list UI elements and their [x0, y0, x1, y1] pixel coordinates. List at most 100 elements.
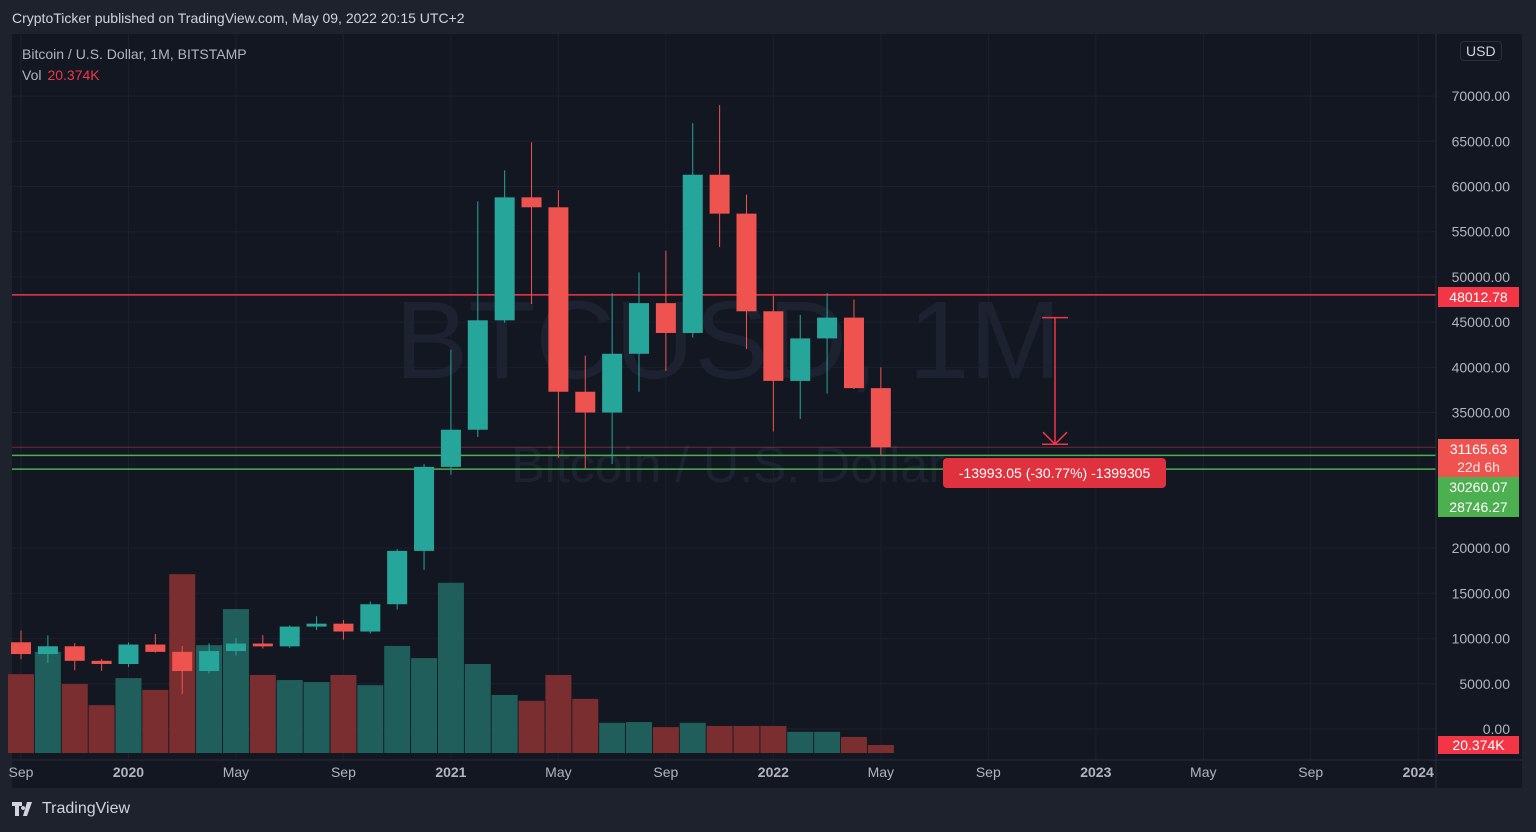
- candle-body: [252, 643, 273, 647]
- time-tick: 2022: [758, 764, 789, 780]
- time-tick: Sep: [1298, 764, 1323, 780]
- support-price-1: 30260.07: [1449, 479, 1508, 495]
- volume-bar: [599, 722, 626, 753]
- bar-countdown: 22d 6h: [1457, 459, 1500, 475]
- time-tick: Sep: [331, 764, 356, 780]
- price-tick: 5000.00: [1459, 676, 1510, 692]
- volume-bar: [464, 663, 491, 753]
- candle-body: [682, 174, 703, 333]
- candle-body: [655, 303, 676, 333]
- candle-body: [37, 646, 58, 655]
- candle-body: [467, 320, 488, 430]
- candle-body: [279, 626, 300, 647]
- candle-body: [817, 317, 838, 339]
- price-tick: 40000.00: [1452, 359, 1511, 375]
- candle-body: [548, 207, 569, 392]
- candle-body: [387, 550, 408, 605]
- volume-bar: [867, 745, 894, 753]
- candle-body: [494, 197, 515, 321]
- candle-body: [145, 644, 166, 652]
- price-tick: 10000.00: [1452, 631, 1511, 647]
- volume-bar: [437, 582, 464, 753]
- volume-bar: [142, 689, 169, 753]
- measure-label: -13993.05 (-30.77%) -1399305: [943, 458, 1166, 488]
- volume-bar: [545, 674, 572, 753]
- candle-body: [736, 213, 757, 312]
- time-tick: May: [223, 764, 249, 780]
- candle-body: [763, 311, 784, 381]
- candle-body: [11, 642, 31, 655]
- candle-body: [306, 623, 327, 627]
- footer-brand[interactable]: TradingView: [42, 800, 131, 817]
- candle-body: [709, 174, 730, 214]
- volume-bar: [787, 731, 814, 753]
- measure-arrow: [1042, 316, 1068, 446]
- candle-body: [118, 644, 139, 664]
- candle-body: [843, 317, 864, 389]
- volume-bar: [626, 722, 653, 753]
- candle-body: [870, 388, 891, 448]
- time-tick: May: [868, 764, 894, 780]
- price-tick: 20000.00: [1452, 540, 1511, 556]
- horizontal-lines: [12, 294, 1436, 470]
- candles: [11, 105, 891, 695]
- time-tick: 2021: [435, 764, 466, 780]
- last-price: 31165.63: [1449, 441, 1508, 457]
- currency-button[interactable]: USD: [1460, 41, 1502, 61]
- volume-bar: [357, 685, 384, 753]
- resistance-price-label: 48012.78: [1438, 287, 1519, 307]
- time-tick: 2023: [1080, 764, 1111, 780]
- time-axis[interactable]: Sep 2020 May Sep 2021 May Sep 2022 May Sep 2023 May…: [9, 764, 1434, 780]
- volume-bar: [249, 674, 276, 753]
- candle-body: [225, 643, 246, 652]
- volume-bar: [34, 651, 61, 753]
- candle-body: [521, 197, 542, 208]
- candle-body: [360, 604, 381, 632]
- volume-bar: [814, 731, 841, 753]
- volume-bar: [760, 725, 787, 753]
- time-tick: Sep: [9, 764, 34, 780]
- vol-value: 20.374K: [47, 67, 100, 83]
- time-tick: Sep: [653, 764, 678, 780]
- volume-bar: [222, 609, 249, 753]
- vol-label: Vol: [22, 67, 42, 83]
- volume-bar: [330, 674, 357, 753]
- price-tick: 70000.00: [1452, 88, 1511, 104]
- price-tick: 55000.00: [1452, 224, 1511, 240]
- volume-bar: [384, 645, 411, 753]
- volume-bar: [518, 700, 545, 753]
- price-axis[interactable]: 0.00 5000.00 10000.00 15000.00 20000.00 35000…: [1452, 88, 1511, 737]
- arrow-down-icon: [1042, 431, 1068, 446]
- support-price-2: 28746.27: [1449, 499, 1508, 515]
- time-tick: May: [545, 764, 571, 780]
- price-tick: 50000.00: [1452, 269, 1511, 285]
- volume-bar: [733, 725, 760, 753]
- candle-body: [440, 429, 461, 467]
- candle-body: [602, 353, 623, 413]
- last-price-label: 31165.63 22d 6h: [1438, 439, 1519, 478]
- candle-body: [790, 338, 811, 381]
- price-tick: 65000.00: [1452, 133, 1511, 149]
- publisher-line: CryptoTicker published on TradingView.co…: [12, 10, 465, 26]
- tradingview-logo-icon: [12, 802, 32, 816]
- volume-bar: [706, 725, 733, 753]
- volume-bar: [411, 658, 438, 753]
- volume-bar: [8, 674, 34, 753]
- time-tick: Sep: [976, 764, 1001, 780]
- symbol-title: Bitcoin / U.S. Dollar, 1M, BITSTAMP: [22, 46, 247, 62]
- support-price-labels: 30260.07 28746.27: [1438, 477, 1519, 517]
- candle-body: [199, 651, 220, 672]
- price-tick: 35000.00: [1452, 405, 1511, 421]
- candle-body: [91, 660, 112, 664]
- volume-bar: [303, 682, 330, 753]
- volume-bar: [840, 736, 867, 753]
- candle-body: [414, 466, 435, 551]
- time-tick: 2020: [113, 764, 144, 780]
- volume-price-label: 20.374K: [1438, 736, 1519, 754]
- time-tick: 2024: [1403, 764, 1434, 780]
- volume-bar: [115, 678, 142, 753]
- volume-bar: [652, 727, 679, 753]
- volume-bar: [61, 683, 88, 753]
- volume-bar: [276, 680, 303, 753]
